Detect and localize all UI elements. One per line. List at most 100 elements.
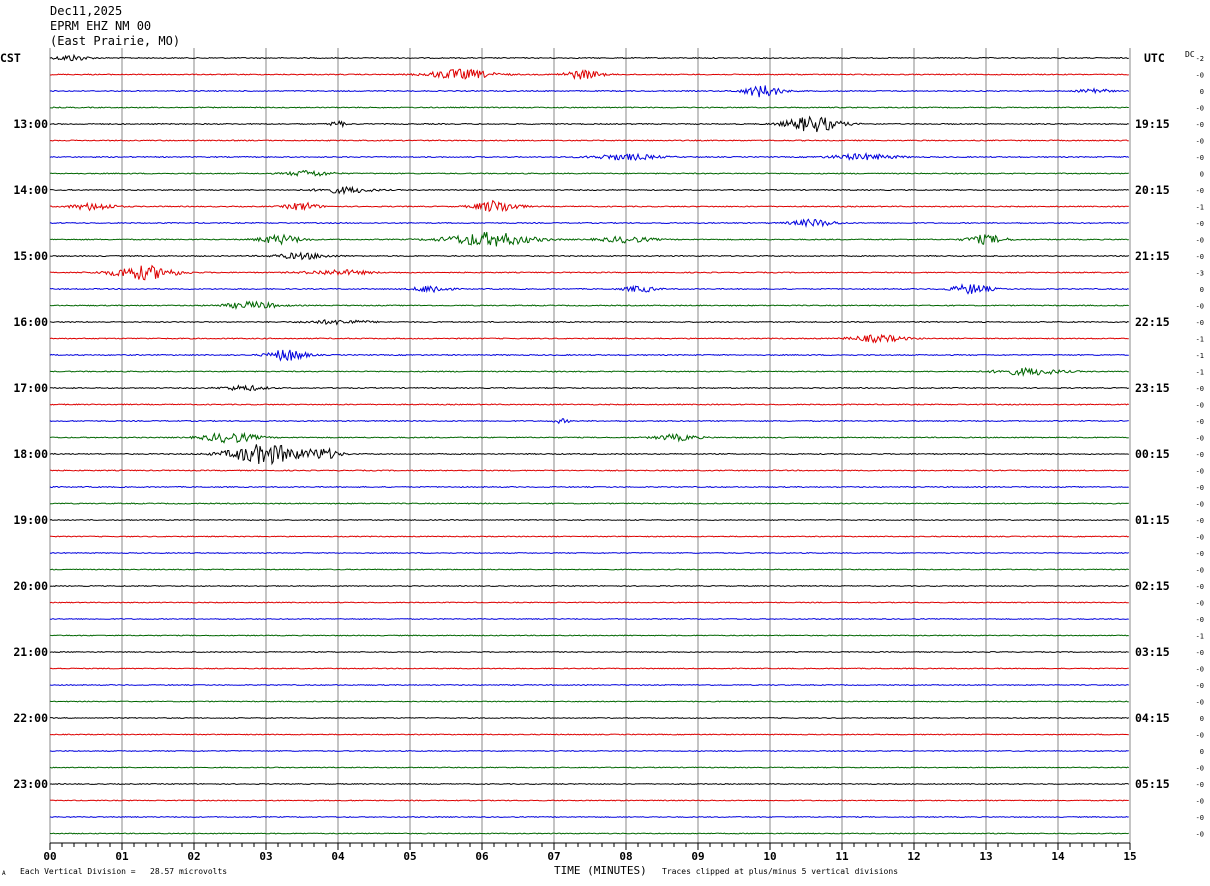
x-tick-label: 04	[331, 850, 345, 863]
dc-offset-label: 0	[1200, 715, 1204, 723]
seismic-trace	[49, 349, 1129, 362]
dc-offset-label: 0	[1200, 171, 1204, 179]
right-time-label: 22:15	[1135, 315, 1170, 329]
seismic-trace	[49, 700, 1129, 703]
x-tick-label: 15	[1123, 850, 1136, 863]
dc-offset-label: -0	[1196, 484, 1204, 492]
seismic-trace	[49, 667, 1129, 670]
x-tick-label: 02	[187, 850, 200, 863]
dc-offset-label: -0	[1196, 666, 1204, 674]
right-time-label: 23:15	[1135, 381, 1170, 395]
seismic-trace	[49, 617, 1129, 621]
seismic-trace	[49, 815, 1129, 819]
seismic-trace	[49, 218, 1129, 228]
header-date: Dec11,2025	[50, 4, 123, 18]
right-timezone-label: UTC	[1144, 51, 1165, 65]
dc-offset-label: -3	[1196, 270, 1204, 278]
left-time-label: 15:00	[13, 249, 48, 263]
dc-offset-label: 0	[1200, 748, 1204, 756]
dc-column-label: DC	[1185, 50, 1195, 59]
dc-offset-label: -0	[1196, 798, 1204, 806]
seismic-trace	[49, 85, 1130, 98]
seismic-trace	[49, 469, 1129, 472]
x-tick-label: 00	[43, 850, 56, 863]
x-tick-label: 01	[115, 850, 129, 863]
seismic-trace	[50, 535, 1129, 538]
x-tick-label: 12	[907, 850, 920, 863]
dc-offset-label: -0	[1196, 105, 1204, 113]
dc-offset-label: -0	[1196, 567, 1204, 575]
seismic-trace	[49, 403, 1129, 406]
left-time-label: 13:00	[13, 117, 48, 131]
seismic-trace	[49, 169, 1129, 177]
seismic-trace	[49, 799, 1129, 802]
dc-offset-label: -0	[1196, 831, 1204, 839]
seismic-trace	[49, 601, 1129, 604]
dc-offset-label: -0	[1196, 435, 1204, 443]
x-tick-label: 14	[1051, 850, 1065, 863]
seismic-trace	[49, 319, 1129, 326]
x-tick-label: 13	[979, 850, 992, 863]
seismic-trace	[49, 568, 1130, 571]
seismic-trace	[49, 444, 1129, 466]
seismic-trace	[49, 384, 1129, 392]
dc-offset-label: -0	[1196, 732, 1204, 740]
seismic-trace	[49, 251, 1130, 261]
dc-offset-label: -0	[1196, 649, 1204, 657]
seismic-trace	[49, 139, 1129, 142]
seismic-trace	[49, 283, 1129, 295]
x-axis-label: TIME (MINUTES)	[554, 864, 647, 877]
dc-offset-label: -0	[1196, 550, 1204, 558]
right-time-label: 05:15	[1135, 777, 1170, 791]
seismic-trace	[49, 502, 1129, 505]
left-time-label: 19:00	[13, 513, 48, 527]
dc-offset-label: -0	[1196, 600, 1204, 608]
dc-offset-label: 0	[1200, 88, 1204, 96]
seismic-trace	[49, 733, 1129, 736]
seismic-trace	[49, 152, 1130, 161]
dc-offset-label: -0	[1196, 187, 1204, 195]
x-tick-label: 08	[619, 850, 632, 863]
x-tick-label: 05	[403, 850, 416, 863]
seismic-trace	[49, 766, 1130, 769]
right-time-label: 01:15	[1135, 513, 1170, 527]
dc-offset-label: -0	[1196, 418, 1204, 426]
x-tick-label: 11	[835, 850, 849, 863]
seismic-trace	[49, 264, 1129, 281]
seismic-trace	[49, 199, 1129, 213]
dc-offset-label: -1	[1196, 633, 1204, 641]
scale-note: Each Vertical Division = 28.57 microvolt…	[20, 867, 228, 876]
seismic-trace	[49, 418, 1129, 425]
x-tick-label: 03	[259, 850, 272, 863]
dc-offset-label: -0	[1196, 303, 1204, 311]
dc-offset-label: -0	[1196, 319, 1204, 327]
left-time-label: 14:00	[13, 183, 48, 197]
dc-offset-label: -0	[1196, 154, 1204, 162]
seismic-trace	[49, 115, 1129, 133]
dc-offset-label: -0	[1196, 220, 1204, 228]
seismic-trace	[50, 185, 1130, 196]
right-time-label: 21:15	[1135, 249, 1170, 263]
dc-offset-label: -0	[1196, 534, 1204, 542]
seismic-trace	[50, 106, 1129, 109]
seismic-trace	[49, 53, 1129, 62]
dc-offset-label: -0	[1196, 385, 1204, 393]
left-time-label: 17:00	[13, 381, 48, 395]
x-tick-label: 10	[763, 850, 776, 863]
seismic-trace	[49, 584, 1129, 588]
dc-offset-label: -0	[1196, 451, 1204, 459]
dc-offset-label: -1	[1196, 369, 1204, 377]
left-timezone-label: CST	[0, 51, 21, 65]
dc-offset-label: -1	[1196, 204, 1204, 212]
seismic-trace	[49, 300, 1129, 310]
left-time-label: 18:00	[13, 447, 48, 461]
seismic-trace	[49, 431, 1129, 444]
seismic-trace	[49, 749, 1129, 753]
x-tick-label: 06	[475, 850, 489, 863]
seismic-trace	[49, 519, 1129, 521]
dc-offset-label: -0	[1196, 468, 1204, 476]
dc-offset-label: -0	[1196, 781, 1204, 789]
dc-offset-label: 0	[1200, 286, 1204, 294]
seismic-trace	[49, 231, 1129, 247]
dc-offset-label: -1	[1196, 336, 1204, 344]
